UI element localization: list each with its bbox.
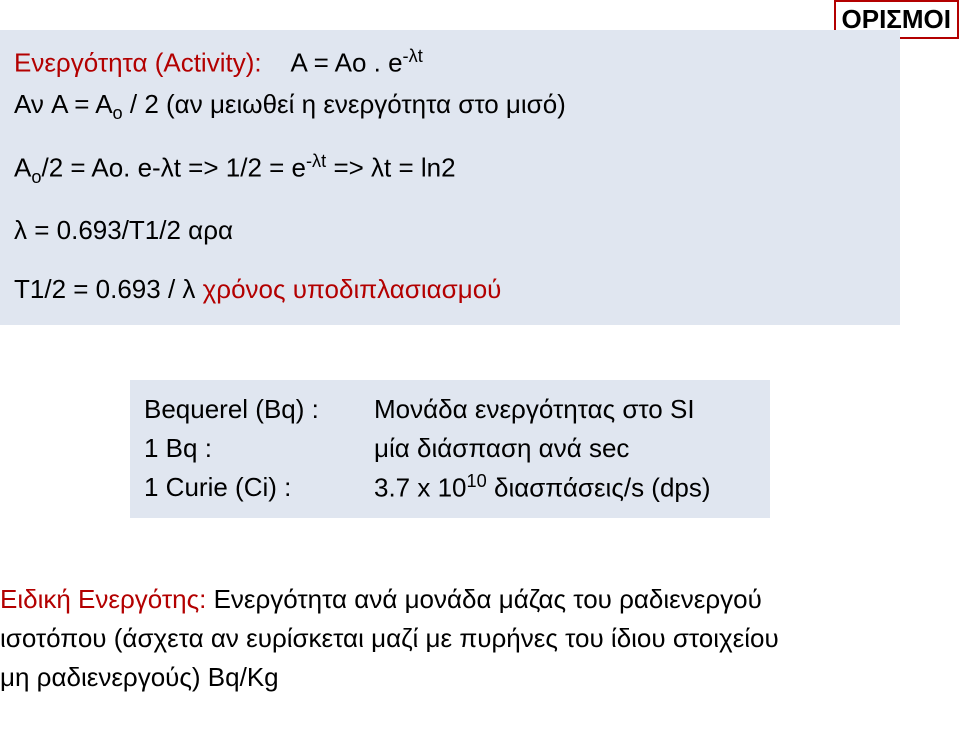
line-4: λ = 0.693/T1/2 αρα (14, 210, 886, 252)
curie-value: 3.7 x 1010 διασπάσεις/s (dps) (374, 468, 756, 508)
row-curie: 1 Curie (Ci) : 3.7 x 1010 διασπάσεις/s (… (144, 468, 756, 508)
l3-a: A (14, 152, 31, 182)
activity-label: Ενεργότητα (Activity): (14, 48, 262, 78)
line-activity: Ενεργότητα (Activity): A = Ao . e-λt (14, 42, 886, 84)
if-sub: o (113, 103, 123, 123)
l3-sup: -λt (306, 151, 326, 171)
bq-label: Bequerel (Bq) : (144, 390, 374, 429)
footer-text1: Ενεργότητα ανά μονάδα μάζας του ραδιενερ… (206, 584, 761, 614)
curie-post: διασπάσεις/s (dps) (487, 473, 711, 503)
one-bq-label: 1 Bq : (144, 429, 374, 468)
line-5: T1/2 = 0.693 / λ χρόνος υποδιπλασιασμού (14, 269, 886, 311)
bq-value: Μονάδα ενεργότητας στο SI (374, 390, 756, 429)
curie-label: 1 Curie (Ci) : (144, 468, 374, 508)
panel-activity: Ενεργότητα (Activity): A = Ao . e-λt Αν … (0, 30, 900, 325)
formula-A: A = Ao . e (291, 48, 403, 78)
l3-sub: o (31, 166, 41, 186)
if-post: / 2 (αν μειωθεί η ενεργότητα στο μισό) (123, 89, 566, 119)
line-3: Ao/2 = Ao. e-λt => 1/2 = e-λt => λt = ln… (14, 147, 886, 192)
row-bq: Bequerel (Bq) : Μονάδα ενεργότητας στο S… (144, 390, 756, 429)
l3-b: /2 = Ao. e-λt => 1/2 = e (41, 152, 306, 182)
footer-line1: Ειδική Ενεργότης: Ενεργότητα ανά μονάδα … (0, 580, 959, 619)
one-bq-value: μία διάσπαση ανά sec (374, 429, 756, 468)
line-if: Αν A = Ao / 2 (αν μειωθεί η ενεργότητα σ… (14, 84, 886, 128)
footer-line3: μη ραδιενεργούς) Bq/Kg (0, 658, 959, 697)
panel-units: Bequerel (Bq) : Μονάδα ενεργότητας στο S… (130, 380, 770, 518)
curie-sup: 10 (467, 471, 487, 491)
l5-a: T1/2 = 0.693 / λ (14, 274, 203, 304)
if-pre: Αν A = A (14, 89, 113, 119)
formula-A-sup: -λt (403, 46, 423, 66)
footer: Ειδική Ενεργότης: Ενεργότητα ανά μονάδα … (0, 580, 959, 697)
l4: λ = 0.693/T1/2 αρα (14, 215, 233, 245)
row-1bq: 1 Bq : μία διάσπαση ανά sec (144, 429, 756, 468)
footer-label: Ειδική Ενεργότης: (0, 584, 206, 614)
l5-b: χρόνος υποδιπλασιασμού (203, 274, 502, 304)
curie-pre: 3.7 x 10 (374, 473, 467, 503)
l3-c: => λt = ln2 (326, 152, 455, 182)
footer-line2: ισοτόπου (άσχετα αν ευρίσκεται μαζί με π… (0, 619, 959, 658)
page: ΟΡΙΣΜΟΙ Ενεργότητα (Activity): A = Ao . … (0, 0, 959, 746)
